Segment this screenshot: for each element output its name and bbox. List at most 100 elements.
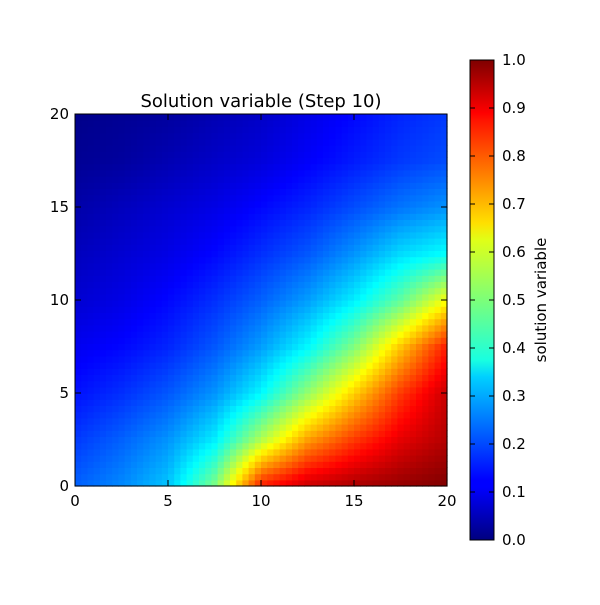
heatmap-cell <box>409 448 417 456</box>
heatmap-cell <box>347 219 355 227</box>
heatmap-cell <box>124 324 132 332</box>
heatmap-cell <box>168 244 175 251</box>
heatmap-cell <box>403 151 411 158</box>
heatmap-cell <box>261 424 268 431</box>
heatmap-cell <box>161 306 169 313</box>
heatmap-cell <box>143 473 150 481</box>
heatmap-cell <box>155 207 163 214</box>
heatmap-cell <box>292 337 299 344</box>
heatmap-cell <box>261 281 268 289</box>
heatmap-cell <box>130 312 138 320</box>
heatmap-cell <box>254 287 262 295</box>
heatmap-cell <box>366 120 374 127</box>
heatmap-cell <box>341 411 349 419</box>
heatmap-cell <box>316 355 324 363</box>
heatmap-cell <box>124 467 132 475</box>
heatmap-cell <box>279 120 287 127</box>
heatmap-cell <box>248 312 256 320</box>
heatmap-cell <box>416 442 423 450</box>
heatmap-cell <box>168 337 175 344</box>
heatmap-cell <box>428 244 436 251</box>
heatmap-cell <box>149 219 157 227</box>
heatmap-cell <box>261 225 268 233</box>
heatmap-cell <box>75 473 82 481</box>
heatmap-cell <box>211 461 219 468</box>
heatmap-cell <box>434 368 442 375</box>
heatmap-cell <box>199 176 206 183</box>
heatmap-cell <box>372 436 380 444</box>
heatmap-cell <box>279 386 287 394</box>
heatmap-cell <box>217 182 225 189</box>
heatmap-cell <box>87 176 95 183</box>
heatmap-cell <box>186 176 194 183</box>
heatmap-cell <box>316 194 324 202</box>
heatmap-cell <box>161 455 169 462</box>
heatmap-cell <box>378 182 386 189</box>
heatmap-cell <box>186 250 194 258</box>
heatmap-cell <box>118 244 126 251</box>
heatmap-cell <box>223 287 231 295</box>
heatmap-cell <box>199 244 206 251</box>
heatmap-cell <box>304 343 312 351</box>
heatmap-cell <box>99 324 107 332</box>
heatmap-cell <box>279 374 287 382</box>
heatmap-cell <box>298 479 305 487</box>
heatmap-cell <box>168 436 175 444</box>
heatmap-cell <box>75 250 82 258</box>
heatmap-cell <box>230 448 237 456</box>
heatmap-cell <box>391 455 398 462</box>
heatmap-cell <box>267 405 274 413</box>
heatmap-cell <box>130 405 138 413</box>
heatmap-cell <box>385 479 392 487</box>
heatmap-cell <box>360 324 367 332</box>
heatmap-cell <box>81 225 88 233</box>
heatmap-cell <box>261 114 268 121</box>
heatmap-cell <box>87 262 95 270</box>
heatmap-cell <box>323 244 330 251</box>
heatmap-cell <box>422 393 429 400</box>
heatmap-cell <box>416 207 423 214</box>
heatmap-cell <box>304 355 312 363</box>
heatmap-cell <box>180 256 188 264</box>
heatmap-cell <box>174 306 181 313</box>
heatmap-cell <box>137 417 144 425</box>
heatmap-cell <box>137 300 144 307</box>
heatmap-cell <box>248 331 256 338</box>
heatmap-cell <box>93 269 101 276</box>
heatmap-cell <box>161 176 169 183</box>
heatmap-cell <box>223 269 231 276</box>
heatmap-cell <box>124 250 132 258</box>
heatmap-cell <box>112 386 119 394</box>
heatmap-cell <box>211 169 219 177</box>
heatmap-cell <box>248 442 256 450</box>
heatmap-cell <box>316 163 324 171</box>
heatmap-cell <box>155 430 163 437</box>
heatmap-cell <box>161 331 169 338</box>
heatmap-cell <box>118 424 126 431</box>
heatmap-cell <box>118 188 126 196</box>
heatmap-cell <box>304 479 312 487</box>
heatmap-cell <box>316 250 324 258</box>
heatmap-cell <box>254 380 262 388</box>
heatmap-cell <box>236 436 243 444</box>
heatmap-cell <box>372 312 380 320</box>
heatmap-cell <box>304 324 312 332</box>
heatmap-cell <box>93 188 101 196</box>
heatmap-cell <box>199 163 206 171</box>
heatmap-cell <box>434 256 442 264</box>
heatmap-cell <box>130 250 138 258</box>
heatmap-cell <box>366 479 374 487</box>
heatmap-cell <box>248 132 256 140</box>
heatmap-cell <box>397 213 405 220</box>
heatmap-cell <box>298 250 305 258</box>
heatmap-cell <box>285 424 293 431</box>
heatmap-cell <box>149 225 157 233</box>
heatmap-cell <box>323 467 330 475</box>
heatmap-cell <box>174 225 181 233</box>
heatmap-cell <box>347 157 355 165</box>
heatmap-cell <box>236 219 243 227</box>
heatmap-cell <box>174 324 181 332</box>
heatmap-cell <box>378 424 386 431</box>
heatmap-cell <box>186 262 194 270</box>
heatmap-cell <box>223 244 231 251</box>
